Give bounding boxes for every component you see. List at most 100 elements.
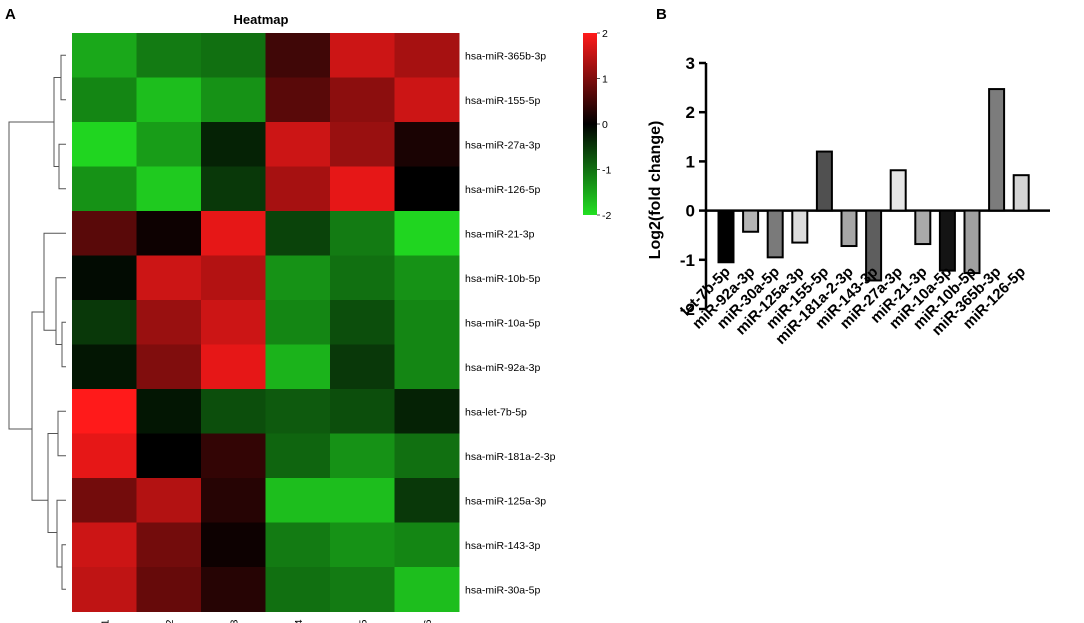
bar xyxy=(742,209,760,233)
panel-a-label: A xyxy=(5,6,16,23)
heatmap-cell xyxy=(394,567,460,612)
heatmap-cell xyxy=(330,300,395,345)
bar xyxy=(938,209,956,272)
heatmap-row-label: hsa-miR-181a-2-3p xyxy=(465,451,556,463)
heatmap-cell xyxy=(72,300,137,345)
dendrogram-branch xyxy=(31,311,48,501)
colorbar-tick-label: -1 xyxy=(602,165,611,177)
bar xyxy=(815,150,833,212)
heatmap-column-label: LPS6 xyxy=(422,619,434,623)
heatmap-cell xyxy=(265,522,331,568)
heatmap-cell xyxy=(394,344,460,390)
heatmap-cell xyxy=(330,77,395,123)
heatmap-cell xyxy=(136,300,202,345)
heatmap-cell xyxy=(72,122,137,167)
heatmap-cell xyxy=(330,433,395,479)
bar-y-tick-label: 1 xyxy=(686,152,695,171)
bar-x-tick-labels: let-7b-5pmiR-92a-3pmiR-30a-5pmiR-125a-3p… xyxy=(678,263,1029,348)
heatmap-row-label: hsa-miR-30a-5p xyxy=(465,584,540,596)
heatmap-row-label: hsa-let-7b-5p xyxy=(465,406,527,418)
heatmap-cell xyxy=(136,478,202,523)
heatmap-cell xyxy=(201,300,266,345)
heatmap-panel: Heatmap hsa-miR-365b-3phsa-miR-155-5phsa… xyxy=(8,12,611,623)
heatmap-row-label: hsa-miR-10a-5p xyxy=(465,317,540,329)
heatmap-cell xyxy=(72,567,137,612)
heatmap-row-labels: hsa-miR-365b-3p hsa-miR-155-5p hsa-miR-27a… xyxy=(465,50,556,596)
heatmap-cell xyxy=(330,478,395,523)
heatmap-cell xyxy=(201,522,266,568)
heatmap-cell xyxy=(265,344,331,390)
heatmap-cell xyxy=(265,211,331,256)
heatmap-row-label: hsa-miR-126-5p xyxy=(465,184,540,196)
bar xyxy=(766,209,784,259)
dendrogram-branch xyxy=(61,321,66,368)
heatmap-cell xyxy=(330,166,395,212)
heatmap-colorbar: 2 1 0 -1 -2 xyxy=(583,28,611,222)
heatmap-cell xyxy=(201,344,266,390)
heatmap-row-label: hsa-miR-143-3p xyxy=(465,540,540,552)
colorbar-gradient xyxy=(583,33,597,215)
heatmap-cell xyxy=(330,33,395,78)
heatmap-cell xyxy=(265,122,331,167)
heatmap-cell xyxy=(72,433,137,479)
heatmap-cell xyxy=(136,77,202,123)
heatmap-cell xyxy=(136,344,202,390)
heatmap-cell xyxy=(201,255,266,301)
heatmap-cell xyxy=(330,211,395,256)
heatmap-cell xyxy=(72,389,137,434)
bar-y-tick-label: 0 xyxy=(686,202,695,221)
heatmap-cell xyxy=(201,478,266,523)
bar xyxy=(865,209,883,282)
heatmap-cell xyxy=(72,522,137,568)
heatmap-row-label: hsa-miR-27a-3p xyxy=(465,139,540,151)
bar-y-axis-label: Log2(fold change) xyxy=(647,121,664,260)
heatmap-cell xyxy=(201,433,266,479)
heatmap-cell xyxy=(330,344,395,390)
heatmap-cell xyxy=(330,522,395,568)
dendrogram-branch xyxy=(56,499,66,568)
heatmap-cell xyxy=(136,255,202,301)
dendrogram-branch xyxy=(58,143,66,190)
heatmap-row-label: hsa-miR-125a-3p xyxy=(465,495,546,507)
heatmap-cell xyxy=(72,211,137,256)
dendrogram-branch xyxy=(47,433,58,533)
dendrogram-branch xyxy=(57,410,66,457)
bar-y-tick-label: -2 xyxy=(680,300,695,319)
heatmap-cell xyxy=(265,567,331,612)
dendrogram-branch xyxy=(43,232,66,331)
bar xyxy=(791,209,809,244)
colorbar-tick-label: 2 xyxy=(602,28,608,40)
heatmap-column-label: Con1 xyxy=(99,619,111,623)
heatmap-cell xyxy=(394,122,460,167)
bar xyxy=(889,169,907,212)
heatmap-cell xyxy=(136,522,202,568)
bar-marks xyxy=(717,88,1030,282)
heatmap-cell xyxy=(201,122,266,167)
heatmap-cell xyxy=(394,77,460,123)
heatmap-cell xyxy=(136,211,202,256)
heatmap-cell xyxy=(394,33,460,78)
heatmap-cell xyxy=(136,166,202,212)
heatmap-cell xyxy=(136,433,202,479)
dendrogram-branch xyxy=(8,121,54,430)
heatmap-cell xyxy=(394,433,460,479)
heatmap-row-label: hsa-miR-10b-5p xyxy=(465,273,540,285)
heatmap-cell xyxy=(330,389,395,434)
heatmap-cell xyxy=(394,166,460,212)
heatmap-cell xyxy=(265,300,331,345)
panel-b-label: B xyxy=(656,6,667,23)
heatmap-cell xyxy=(136,389,202,434)
heatmap-cell xyxy=(72,478,137,523)
heatmap-row-label: hsa-miR-155-5p xyxy=(465,95,540,107)
heatmap-cell xyxy=(265,33,331,78)
heatmap-cell xyxy=(72,255,137,301)
heatmap-cell xyxy=(265,389,331,434)
heatmap-column-labels: Con1 Con2 Con3 LPS4 LPS5 LPS6 xyxy=(99,619,434,623)
heatmap-cell xyxy=(394,300,460,345)
heatmap-cell xyxy=(136,567,202,612)
heatmap-title: Heatmap xyxy=(234,12,289,27)
heatmap-cell xyxy=(394,211,460,256)
bar xyxy=(1012,174,1030,212)
heatmap-cell xyxy=(201,389,266,434)
heatmap-column-label: LPS5 xyxy=(357,619,369,623)
